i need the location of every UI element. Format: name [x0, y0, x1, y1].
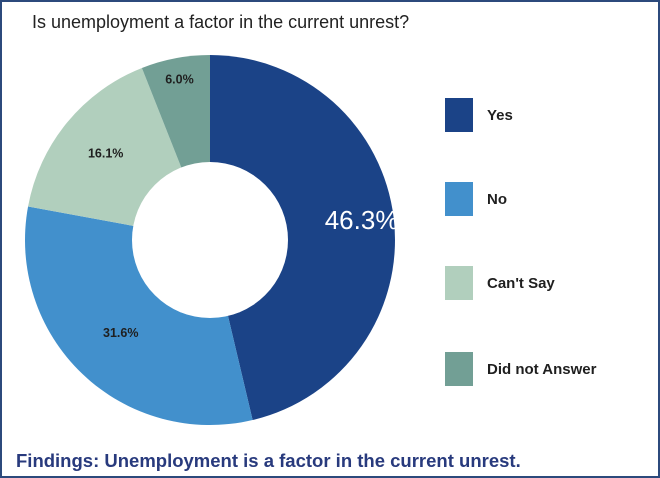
- legend-label-did-not-answer: Did not Answer: [487, 361, 597, 378]
- data-label-did-not-answer: 6.0%: [165, 72, 194, 86]
- legend-label-no: No: [487, 191, 507, 208]
- slice-yes: [210, 55, 396, 421]
- legend-item-yes: Yes: [445, 98, 645, 132]
- legend-item-did-not-answer: Did not Answer: [445, 352, 645, 386]
- legend-item-cant-say: Can't Say: [445, 266, 645, 300]
- donut-hole: [132, 162, 288, 318]
- legend-swatch-no: [445, 182, 473, 216]
- legend-swatch-cant-say: [445, 266, 473, 300]
- legend-label-cant-say: Can't Say: [487, 275, 555, 292]
- chart-title: Is unemployment a factor in the current …: [32, 12, 410, 32]
- legend-swatch-did-not-answer: [445, 352, 473, 386]
- data-label-can-t-say: 16.1%: [88, 147, 123, 161]
- legend-item-no: No: [445, 182, 645, 216]
- legend-swatch-yes: [445, 98, 473, 132]
- data-label-yes: 46.3%: [325, 205, 399, 235]
- data-label-no: 31.6%: [103, 326, 138, 340]
- legend-label-yes: Yes: [487, 107, 513, 124]
- labels-group: 46.3% 31.6% 16.1% 6.0%: [88, 72, 399, 340]
- findings-text: Findings: Unemployment is a factor in th…: [16, 450, 521, 471]
